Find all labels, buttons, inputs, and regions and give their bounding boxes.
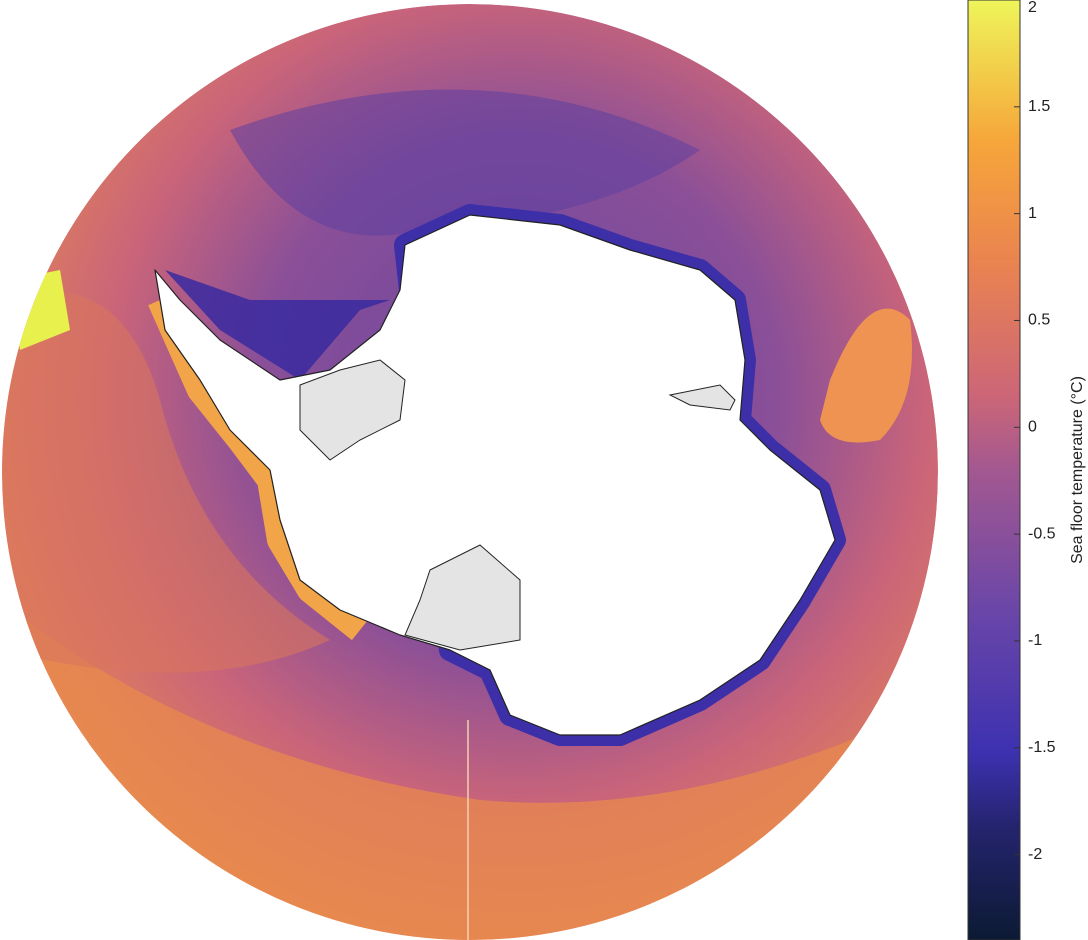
colorbar-tick-label: -0.5 [1028,525,1056,542]
colorbar: Sea floor temperature (°C) 2 1.5 1 0.5 0 -0.5… [967,0,1086,940]
warm-patch [820,308,912,443]
colorbar-tick-label: -1 [1028,632,1042,649]
map [2,4,938,940]
colorbar-tick-label: 0.5 [1028,312,1050,329]
colorbar-tick-label: 1.5 [1028,98,1050,115]
colorbar-tick-label: -1.5 [1028,739,1056,756]
ice-shelf [668,384,736,411]
antarctica [154,214,836,736]
cold-water [230,89,700,236]
colorbar-label: Sea floor temperature (°C) [1069,376,1086,564]
colorbar-tick-label: -2 [1028,846,1042,863]
colorbar-ramp [967,0,1021,940]
warm-water [2,291,330,673]
ice-shelf [299,359,406,461]
colorbar-tick-label: 1 [1028,205,1037,222]
cold-shelf [165,270,390,380]
warm-water [2,600,938,940]
colorbar-tick-label: 2 [1028,0,1037,16]
colorbar-tick-label: 0 [1028,418,1037,435]
ice-shelf [404,544,521,651]
warm-coast [148,294,369,641]
